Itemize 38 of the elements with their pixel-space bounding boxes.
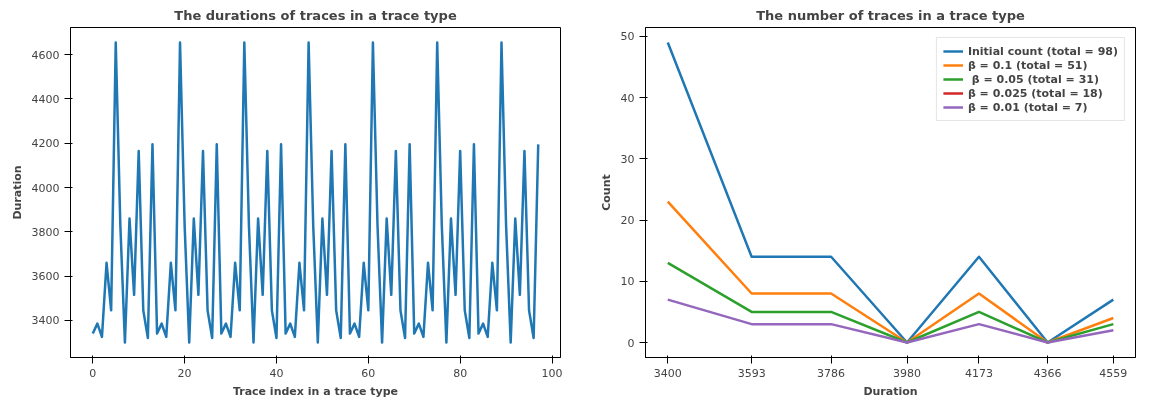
y-tick-label: 4000 (31, 181, 60, 195)
x-tick-label: 80 (453, 366, 468, 380)
y-tick-label: 4200 (31, 137, 60, 151)
x-tick-label: 40 (269, 366, 284, 380)
y-tick-label: 3600 (31, 270, 60, 284)
x-axis-title: Trace index in a trace type (232, 384, 399, 398)
x-tick-label: 0 (89, 366, 97, 380)
y-axis-title: Count (599, 174, 613, 211)
y-tick-label: 10 (620, 275, 635, 289)
x-tick-label: 100 (541, 366, 563, 380)
y-tick-label: 4400 (31, 92, 60, 106)
chart-title: The durations of traces in a trace type (174, 7, 457, 23)
y-tick-label: 40 (620, 91, 635, 105)
legend-label: β = 0.025 (total = 18) (967, 86, 1103, 100)
x-tick-label: 60 (361, 366, 376, 380)
x-tick-label: 4366 (1033, 366, 1062, 380)
y-tick-label: 20 (620, 214, 635, 228)
x-tick-label: 3400 (653, 366, 682, 380)
x-tick-label: 20 (177, 366, 192, 380)
chart-title: The number of traces in a trace type (756, 7, 1026, 23)
x-tick-label: 4559 (1099, 366, 1128, 380)
legend-label: β = 0.1 (total = 51) (967, 58, 1088, 72)
x-tick-label: 3786 (817, 366, 846, 380)
y-tick-label: 50 (620, 30, 635, 44)
y-tick-label: 30 (620, 152, 635, 166)
y-tick-label: 3400 (31, 314, 60, 328)
x-axis-title: Duration (863, 384, 918, 398)
y-axis-title: Duration (10, 165, 24, 220)
x-tick-label: 3593 (737, 366, 766, 380)
y-tick-label: 3800 (31, 225, 60, 239)
y-tick-label: 0 (627, 336, 635, 350)
legend-label: β = 0.01 (total = 7) (967, 100, 1088, 114)
x-tick-label: 3980 (893, 366, 922, 380)
line-series (91, 41, 540, 344)
x-tick-label: 4173 (964, 366, 993, 380)
legend-label: β = 0.05 (total = 31) (970, 72, 1099, 86)
y-tick-label: 4600 (31, 48, 60, 62)
legend-label: Initial count (total = 98) (967, 44, 1118, 58)
